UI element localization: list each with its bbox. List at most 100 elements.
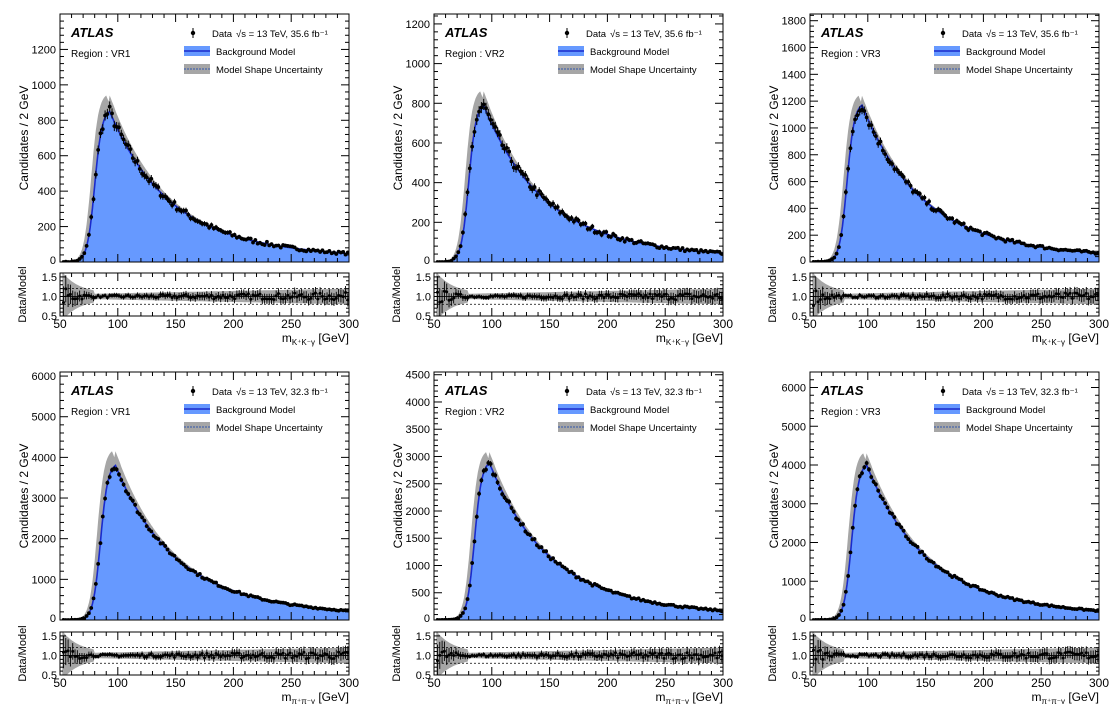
- ratio-point: [644, 293, 648, 297]
- data-point: [488, 461, 493, 466]
- ratio-point: [913, 653, 917, 657]
- data-point: [966, 228, 971, 232]
- ratio-point: [124, 294, 128, 298]
- ratio-point: [258, 653, 262, 657]
- ratio-plot-area: [434, 632, 723, 675]
- y-tick-label: 4000: [406, 397, 430, 409]
- ratio-point: [339, 294, 343, 298]
- x-tick-label: 50: [803, 676, 817, 690]
- data-point: [149, 176, 154, 181]
- ratio-point: [971, 653, 975, 657]
- data-point: [100, 127, 105, 132]
- main-plot-frame: [433, 13, 724, 263]
- data-point: [488, 118, 493, 122]
- ratio-point: [68, 292, 72, 296]
- ratio-point: [1066, 650, 1070, 654]
- data-point: [465, 190, 470, 195]
- ratio-axis-label: Data/Model: [767, 625, 779, 681]
- ratio-point: [288, 651, 292, 655]
- ratio-point: [239, 656, 243, 660]
- x-tick-label: 200: [597, 317, 617, 331]
- ratio-point: [78, 294, 82, 298]
- ratio-y-tick-label: 1.0: [792, 291, 807, 303]
- ratio-point: [122, 295, 126, 299]
- y-tick-label: 1000: [32, 574, 56, 586]
- ratio-point: [1077, 293, 1081, 297]
- ratio-point: [657, 292, 661, 296]
- ratio-point: [611, 653, 615, 657]
- chart-panel-4: 1000 2000 3000 4000 5000 6000 0 50 100 150 200 250 3…: [17, 371, 359, 704]
- ratio-point: [325, 652, 329, 656]
- y-tick-label: 4500: [406, 370, 430, 382]
- ratio-point: [477, 653, 481, 657]
- ratio-point: [1010, 654, 1014, 658]
- ratio-point: [68, 655, 72, 659]
- data-point: [534, 193, 539, 198]
- data-point: [906, 179, 911, 184]
- ratio-point: [313, 291, 317, 295]
- ratio-point: [265, 656, 269, 660]
- y-tick-label: 1600: [782, 43, 806, 55]
- ratio-point: [832, 295, 836, 299]
- chart-panel-2: 200 400 600 800 1000 1200 0 50 100 150 200 250 300 Ca…: [391, 13, 733, 347]
- ratio-point: [579, 293, 583, 297]
- ratio-point: [904, 654, 908, 658]
- ratio-point: [528, 653, 532, 657]
- ratio-point: [170, 296, 174, 300]
- data-point: [80, 254, 84, 259]
- ratio-point: [966, 296, 970, 300]
- ratio-point: [75, 297, 79, 301]
- ratio-point: [449, 298, 453, 302]
- ratio-point: [825, 296, 829, 300]
- ratio-point: [103, 652, 107, 656]
- ratio-point: [297, 652, 301, 656]
- ratio-point: [683, 656, 687, 660]
- ratio-point: [498, 653, 502, 657]
- data-point: [576, 575, 581, 580]
- ratio-point: [957, 655, 961, 659]
- ratio-plot-frame: [59, 631, 350, 676]
- ratio-point: [468, 295, 472, 299]
- ratio-axis-label: Data/Model: [391, 266, 403, 322]
- data-point: [163, 544, 168, 548]
- ratio-point: [872, 653, 876, 657]
- ratio-point: [516, 294, 520, 298]
- ratio-point: [1057, 651, 1061, 655]
- ratio-point: [1026, 651, 1030, 655]
- ratio-point: [209, 293, 213, 297]
- ratio-point: [108, 652, 112, 656]
- ratio-point: [989, 652, 993, 656]
- data-point: [497, 133, 502, 137]
- ratio-point: [959, 294, 963, 298]
- x-tick-label: 250: [655, 317, 675, 331]
- ratio-point: [512, 653, 516, 657]
- x-tick-label: 150: [540, 676, 560, 690]
- ratio-point: [1054, 292, 1058, 296]
- ratio-point: [438, 300, 442, 304]
- data-point: [931, 560, 936, 565]
- ratio-point: [533, 294, 537, 298]
- ratio-point: [149, 294, 153, 298]
- ratio-point: [330, 297, 334, 301]
- main-plot-area: [61, 451, 349, 620]
- data-point: [119, 132, 124, 137]
- data-point: [539, 192, 544, 196]
- data-point: [544, 197, 549, 201]
- ratio-y-tick-label: 1.5: [792, 272, 807, 284]
- background-model-fill: [62, 111, 349, 262]
- data-point: [843, 589, 848, 594]
- ratio-point: [470, 653, 474, 657]
- main-plot-frame: [59, 13, 350, 263]
- y-tick-label: 1200: [32, 44, 56, 56]
- data-point: [500, 143, 505, 148]
- main-plot-area: [811, 453, 1099, 620]
- ratio-point: [925, 292, 929, 296]
- ratio-point: [461, 295, 465, 299]
- data-point: [126, 143, 131, 148]
- ratio-point: [325, 297, 329, 301]
- ratio-point: [281, 651, 285, 655]
- data-point: [149, 529, 154, 534]
- ratio-point: [302, 295, 306, 299]
- ratio-point: [256, 293, 260, 297]
- ratio-point: [142, 655, 146, 659]
